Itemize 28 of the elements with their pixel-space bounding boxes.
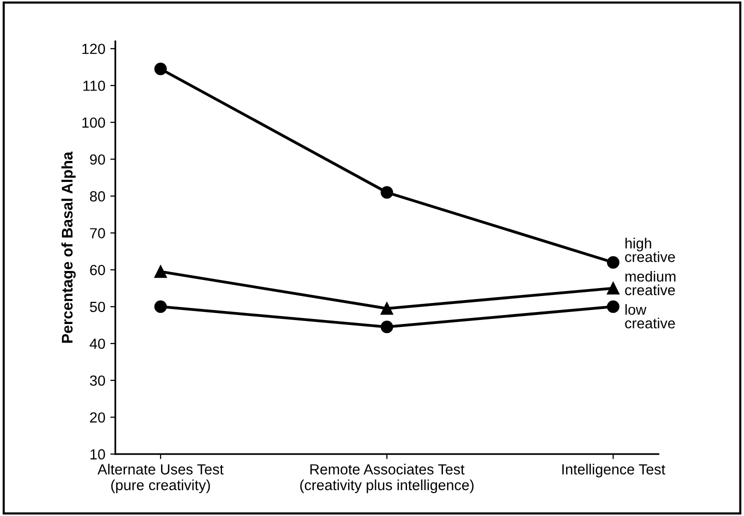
y-tick-label: 40 [90, 338, 106, 349]
point [606, 300, 620, 313]
point [154, 300, 167, 313]
y-tick-label: 30 [90, 375, 106, 386]
point [154, 265, 167, 278]
point [380, 186, 394, 199]
series-label: high creative [625, 238, 675, 262]
y-tick-label: 70 [90, 228, 106, 238]
point [606, 282, 620, 294]
point [606, 256, 620, 269]
point [154, 62, 167, 76]
y-tick-label: 20 [90, 412, 106, 423]
y-tick-label: 110 [83, 80, 106, 91]
x-tick-label: Alternate Uses Test (pure creativity) [98, 464, 224, 494]
y-tick-label: 10 [90, 449, 106, 460]
y-axis-title: Percentage of Basal Alpha [61, 151, 76, 343]
y-tick-label: 60 [90, 264, 106, 276]
series-label: low creative [625, 304, 675, 328]
y-tick-label: 90 [90, 154, 106, 165]
y-tick-label: 120 [82, 44, 106, 54]
y-tick-label: 100 [82, 117, 106, 128]
point [380, 320, 394, 334]
series-label: medium creative [625, 270, 676, 296]
y-tick-label: 80 [90, 191, 106, 202]
x-tick-label: Intelligence Test [562, 464, 666, 478]
point [380, 302, 394, 315]
y-tick-label: 50 [90, 302, 106, 312]
x-tick-label: Remote Associates Test (creativity plus intelligence) [300, 464, 474, 494]
